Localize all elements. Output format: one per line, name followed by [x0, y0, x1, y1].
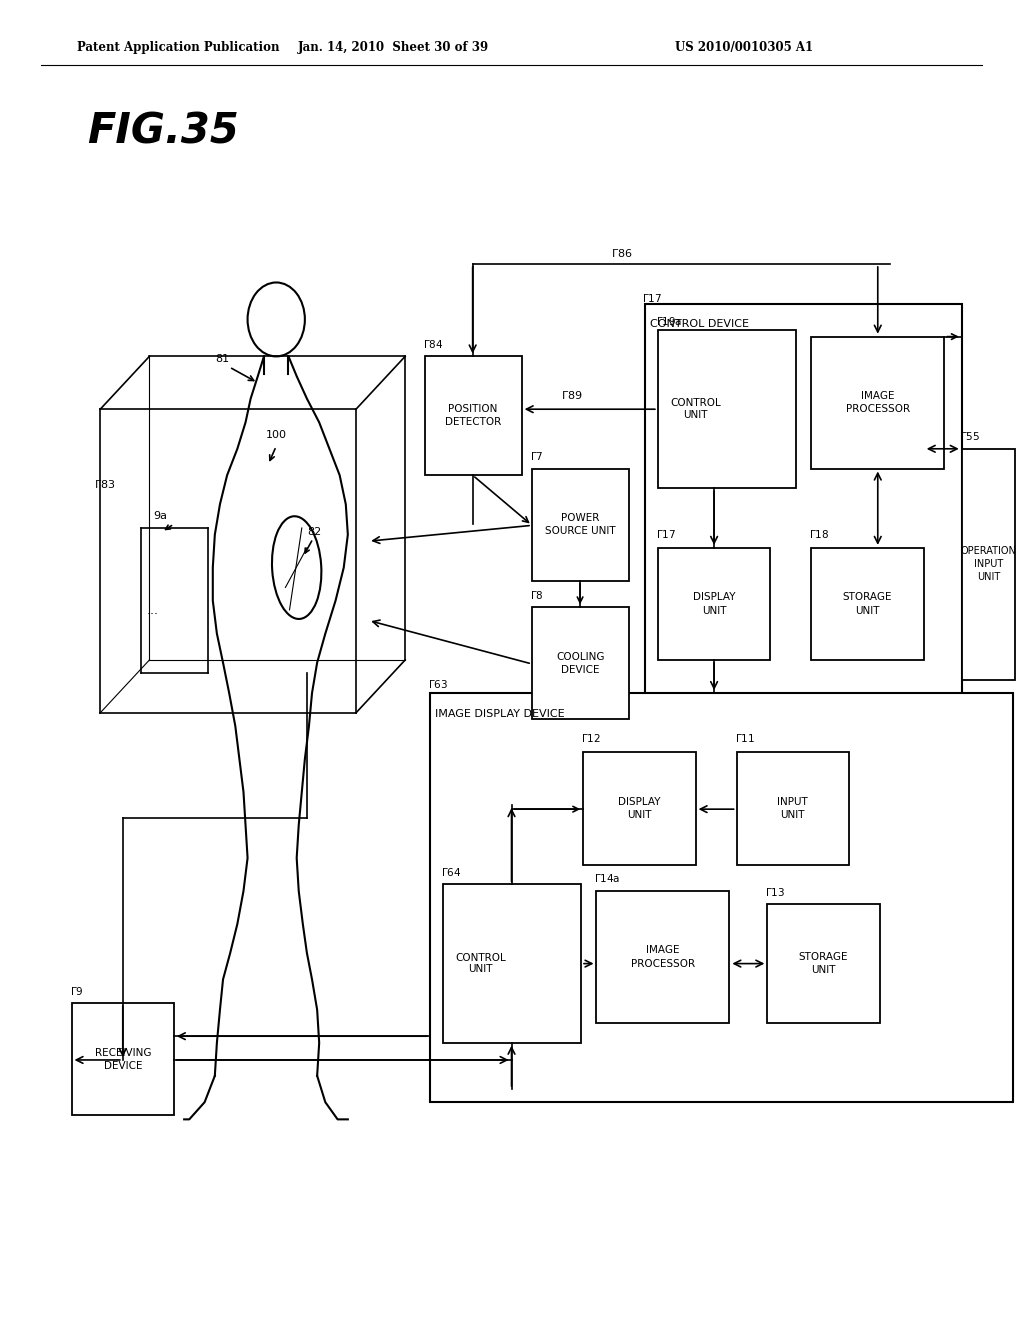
Text: $\mathsf{\Gamma}$9: $\mathsf{\Gamma}$9	[70, 985, 83, 997]
Text: $\mathsf{\Gamma}$18: $\mathsf{\Gamma}$18	[809, 528, 829, 540]
FancyBboxPatch shape	[811, 337, 944, 469]
Text: RECEIVING
DEVICE: RECEIVING DEVICE	[94, 1048, 151, 1071]
Text: $\mathsf{\Gamma}$89: $\mathsf{\Gamma}$89	[560, 388, 583, 401]
FancyBboxPatch shape	[736, 752, 849, 865]
Text: 9a: 9a	[154, 511, 168, 521]
Text: 81: 81	[215, 354, 229, 364]
FancyBboxPatch shape	[767, 904, 880, 1023]
FancyBboxPatch shape	[644, 304, 962, 752]
Text: IMAGE
PROCESSOR: IMAGE PROCESSOR	[631, 945, 695, 969]
FancyBboxPatch shape	[811, 548, 924, 660]
Text: STORAGE
UNIT: STORAGE UNIT	[843, 593, 892, 615]
FancyBboxPatch shape	[443, 884, 581, 1043]
Text: Patent Application Publication: Patent Application Publication	[77, 41, 280, 54]
Text: IMAGE DISPLAY DEVICE: IMAGE DISPLAY DEVICE	[435, 709, 564, 719]
Text: $\mathsf{\Gamma}$17: $\mathsf{\Gamma}$17	[642, 292, 663, 304]
Text: CONTROL DEVICE: CONTROL DEVICE	[649, 319, 749, 330]
Text: DISPLAY
UNIT: DISPLAY UNIT	[618, 797, 660, 820]
FancyBboxPatch shape	[962, 449, 1015, 680]
Text: 100: 100	[266, 430, 287, 441]
Text: $\mathsf{\Gamma}$86: $\mathsf{\Gamma}$86	[610, 247, 633, 260]
FancyBboxPatch shape	[657, 548, 770, 660]
FancyBboxPatch shape	[72, 1003, 174, 1115]
Text: INPUT
UNIT: INPUT UNIT	[777, 797, 808, 820]
Text: $\mathsf{\Gamma}$13: $\mathsf{\Gamma}$13	[765, 886, 785, 898]
Text: $\mathsf{\Gamma}$7: $\mathsf{\Gamma}$7	[530, 450, 544, 462]
Text: FIG.35: FIG.35	[87, 111, 239, 153]
FancyBboxPatch shape	[596, 891, 729, 1023]
Text: $\mathsf{\Gamma}$84: $\mathsf{\Gamma}$84	[423, 338, 443, 350]
FancyBboxPatch shape	[583, 752, 695, 865]
Text: $\mathsf{\Gamma}$55: $\mathsf{\Gamma}$55	[959, 430, 980, 442]
FancyBboxPatch shape	[657, 330, 796, 488]
Text: $\mathsf{\Gamma}$64: $\mathsf{\Gamma}$64	[441, 866, 462, 878]
Text: $\mathsf{\Gamma}$12: $\mathsf{\Gamma}$12	[581, 733, 601, 744]
Text: POSITION
DETECTOR: POSITION DETECTOR	[445, 404, 502, 428]
Text: CONTROL
UNIT: CONTROL UNIT	[456, 953, 506, 974]
Text: $\mathsf{\Gamma}$83: $\mathsf{\Gamma}$83	[94, 478, 116, 491]
FancyBboxPatch shape	[532, 469, 629, 581]
FancyBboxPatch shape	[430, 693, 1013, 1102]
Text: $\mathsf{\Gamma}$8: $\mathsf{\Gamma}$8	[530, 589, 544, 601]
Text: 82: 82	[307, 527, 322, 537]
Text: $\mathsf{\Gamma}$63: $\mathsf{\Gamma}$63	[428, 678, 447, 690]
Text: $\mathsf{\Gamma}$11: $\mathsf{\Gamma}$11	[734, 733, 755, 744]
Text: POWER
SOURCE UNIT: POWER SOURCE UNIT	[545, 513, 615, 536]
Text: US 2010/0010305 A1: US 2010/0010305 A1	[675, 41, 813, 54]
FancyBboxPatch shape	[425, 356, 522, 475]
Text: Jan. 14, 2010  Sheet 30 of 39: Jan. 14, 2010 Sheet 30 of 39	[298, 41, 489, 54]
Text: $\mathsf{\Gamma}$19a: $\mathsf{\Gamma}$19a	[655, 315, 682, 327]
Text: STORAGE
UNIT: STORAGE UNIT	[799, 952, 848, 975]
Text: ...: ...	[146, 603, 159, 616]
Text: $\mathsf{\Gamma}$14a: $\mathsf{\Gamma}$14a	[594, 873, 621, 884]
Text: IMAGE
PROCESSOR: IMAGE PROCESSOR	[846, 391, 910, 414]
Text: DISPLAY
UNIT: DISPLAY UNIT	[693, 593, 735, 615]
Text: OPERATION
INPUT
UNIT: OPERATION INPUT UNIT	[961, 546, 1016, 582]
Text: CONTROL
UNIT: CONTROL UNIT	[670, 399, 721, 420]
FancyBboxPatch shape	[532, 607, 629, 719]
Text: $\mathsf{\Gamma}$17: $\mathsf{\Gamma}$17	[655, 528, 676, 540]
Text: COOLING
DEVICE: COOLING DEVICE	[556, 652, 605, 675]
